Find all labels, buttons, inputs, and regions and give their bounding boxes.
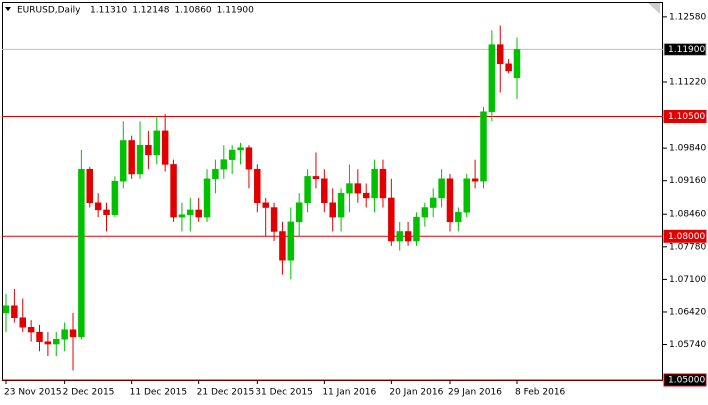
- candle-body: [396, 231, 403, 242]
- y-tick-label: 1.07780: [669, 242, 706, 252]
- candle-body: [429, 197, 437, 208]
- candle-body: [295, 202, 303, 223]
- candle-body: [446, 178, 454, 223]
- y-tick-label: 1.11220: [669, 78, 706, 88]
- candle-body: [237, 147, 244, 151]
- candle-body: [379, 168, 387, 199]
- candle-body: [480, 111, 487, 182]
- corner-marker: [648, 3, 660, 14]
- candle-body: [346, 183, 353, 194]
- candle-body: [86, 168, 94, 203]
- candle-body: [371, 168, 378, 199]
- candle-body: [262, 202, 269, 208]
- price-label-box: [663, 110, 707, 124]
- candle-body: [153, 130, 161, 156]
- candle-body: [505, 63, 512, 72]
- menu-arrow[interactable]: [5, 7, 11, 11]
- candle-body: [212, 168, 219, 180]
- x-tick-label: 29 Jan 2016: [448, 388, 502, 398]
- candle-body: [2, 305, 10, 314]
- header-value: 1.10860: [174, 6, 211, 16]
- candle-body: [220, 159, 228, 170]
- candle-body: [178, 214, 186, 218]
- x-tick-label: 11 Jan 2016: [322, 388, 376, 398]
- candle-body: [69, 329, 77, 338]
- candle-body: [279, 231, 286, 261]
- candle-body: [362, 192, 370, 199]
- candle-body: [170, 164, 177, 218]
- y-tick-label: 1.05740: [669, 340, 706, 350]
- candle-body: [463, 178, 470, 213]
- candle-body: [287, 221, 295, 261]
- x-tick-label: 31 Dec 2015: [255, 388, 312, 398]
- candle-body: [438, 178, 445, 199]
- candle-body: [136, 144, 144, 175]
- candle-body: [496, 44, 504, 65]
- candle-body: [421, 207, 429, 218]
- candle-body: [354, 183, 362, 194]
- candle-body: [513, 49, 521, 78]
- price-label-box: [663, 373, 707, 387]
- candle-body: [304, 176, 311, 203]
- candle-body: [187, 209, 194, 215]
- x-tick-label: 21 Dec 2015: [197, 388, 255, 398]
- x-tick-label: 2 Dec 2015: [63, 388, 115, 398]
- x-tick-label: 11 Dec 2015: [130, 388, 188, 398]
- candle-body: [120, 140, 127, 182]
- candle-body: [254, 168, 261, 203]
- x-tick-label: 23 Nov 2015: [4, 388, 62, 398]
- header-value: 1.12148: [132, 6, 169, 16]
- candle-body: [488, 44, 496, 112]
- candle-body: [195, 209, 202, 218]
- candle-body: [388, 197, 395, 242]
- candle-body: [245, 147, 253, 170]
- candle-body: [413, 216, 420, 242]
- y-tick-label: 1.06420: [669, 307, 706, 317]
- candle-body: [53, 339, 60, 345]
- candle-body: [36, 331, 43, 342]
- candle-body: [270, 207, 278, 232]
- candle-body: [27, 327, 35, 333]
- header-value: 1.11900: [217, 6, 254, 16]
- candle-body: [111, 180, 119, 215]
- candle-body: [161, 130, 169, 165]
- y-tick-label: 1.09840: [669, 144, 706, 154]
- candle-body: [455, 212, 462, 223]
- candle-body: [44, 341, 52, 345]
- price-label: 1.11900: [668, 45, 705, 55]
- candle-body: [78, 168, 85, 338]
- price-label: 1.05000: [668, 376, 705, 386]
- price-label: 1.10500: [668, 112, 705, 122]
- candle-body: [228, 149, 236, 160]
- candle-body: [471, 178, 479, 182]
- candle-body: [94, 202, 102, 211]
- candle-body: [321, 178, 328, 203]
- chart-title: EURUSD,Daily: [17, 6, 81, 16]
- x-tick-label: 8 Feb 2016: [515, 388, 566, 398]
- y-tick-label: 1.08460: [669, 210, 706, 220]
- candle-body: [203, 178, 211, 218]
- candle-body: [11, 305, 18, 318]
- candle-body: [337, 192, 345, 218]
- price-label-box: [663, 229, 707, 243]
- y-tick-label: 1.12580: [669, 12, 706, 22]
- x-tick-label: 20 Jan 2016: [389, 388, 443, 398]
- candle-body: [19, 317, 27, 328]
- candle-body: [103, 209, 110, 215]
- candle-body: [145, 144, 152, 156]
- price-label-box: [663, 42, 707, 56]
- candle-body: [61, 329, 68, 340]
- candle-body: [329, 202, 336, 218]
- y-tick-label: 1.07100: [669, 275, 706, 285]
- candle-body: [312, 176, 320, 180]
- price-label: 1.08000: [668, 232, 705, 242]
- candle-body: [128, 140, 135, 175]
- y-tick-label: 1.09160: [669, 176, 706, 186]
- candle-body: [404, 231, 412, 242]
- header-value: 1.11310: [90, 6, 127, 16]
